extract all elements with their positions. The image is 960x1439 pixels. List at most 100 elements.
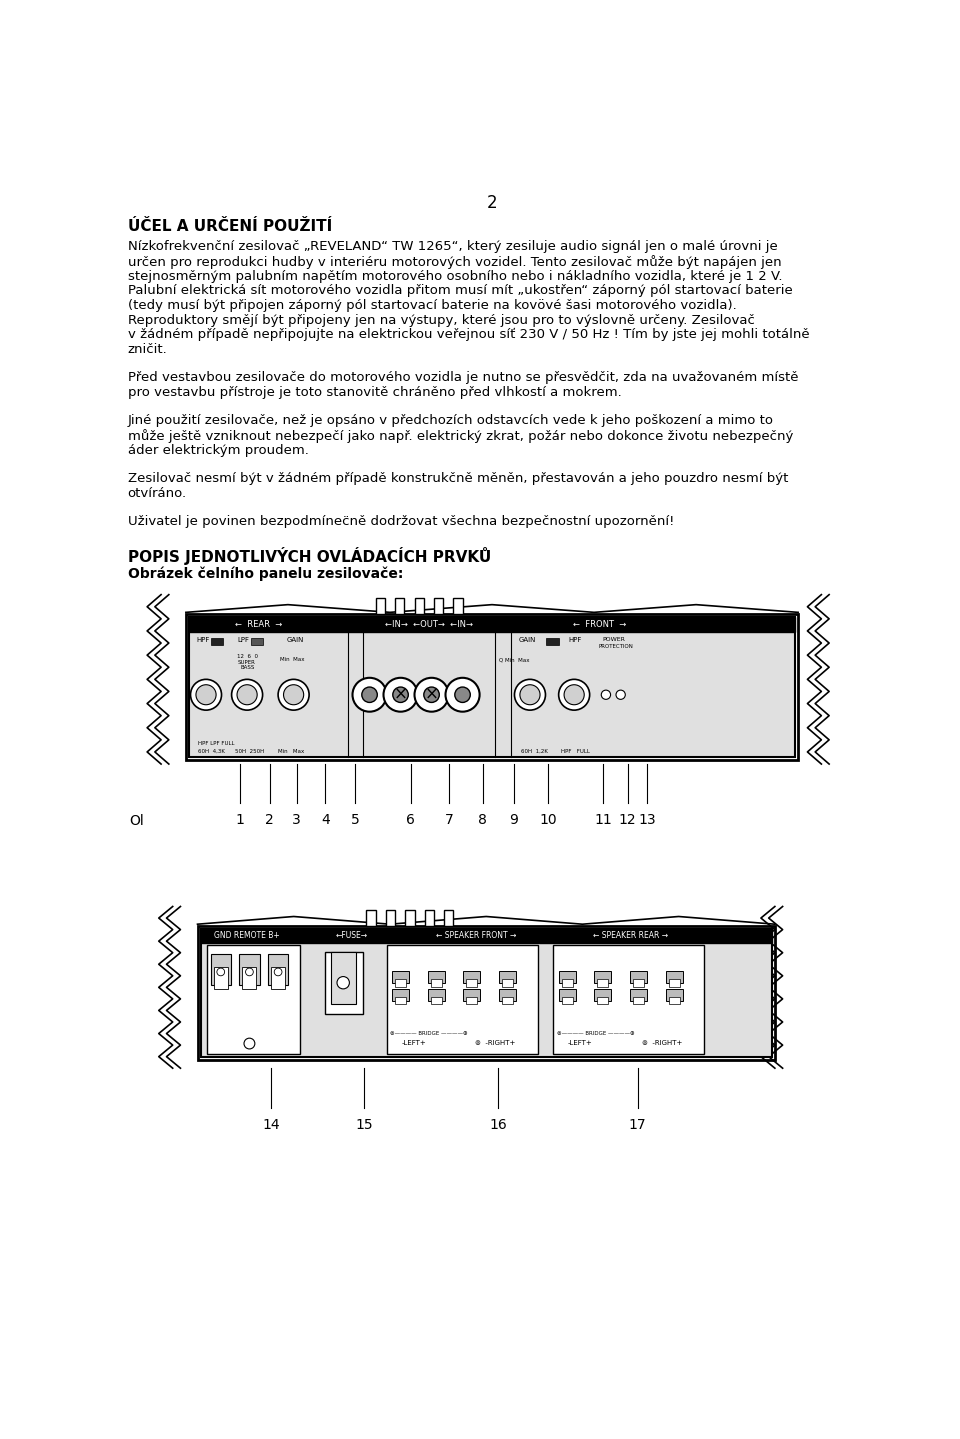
Text: 11: 11 xyxy=(594,813,612,826)
Bar xyxy=(594,971,612,983)
Bar xyxy=(243,967,256,989)
Bar xyxy=(331,953,355,1004)
Text: Obrázek čelního panelu zesilovače:: Obrázek čelního panelu zesilovače: xyxy=(128,566,403,581)
Circle shape xyxy=(455,686,470,702)
Circle shape xyxy=(415,678,448,712)
Circle shape xyxy=(559,679,589,709)
Circle shape xyxy=(283,685,303,705)
Bar xyxy=(665,971,683,983)
Circle shape xyxy=(616,691,625,699)
Bar xyxy=(396,997,406,1004)
Text: HPF LPF FULL: HPF LPF FULL xyxy=(199,741,235,747)
Text: ←  FRONT  →: ← FRONT → xyxy=(573,620,626,629)
Circle shape xyxy=(423,686,440,702)
Polygon shape xyxy=(415,599,423,614)
Text: ×: × xyxy=(394,686,407,704)
Text: -LEFT+: -LEFT+ xyxy=(568,1040,592,1046)
Polygon shape xyxy=(201,928,772,1058)
Circle shape xyxy=(337,977,349,989)
Text: ⊚  -RIGHT+: ⊚ -RIGHT+ xyxy=(475,1040,516,1046)
Bar xyxy=(392,971,409,983)
Bar xyxy=(427,989,444,1002)
Circle shape xyxy=(196,685,216,705)
Bar xyxy=(396,979,406,987)
Text: ⊚———— BRIDGE ————⊕: ⊚———— BRIDGE ————⊕ xyxy=(391,1032,468,1036)
Bar xyxy=(210,637,223,645)
Text: ←  REAR  →: ← REAR → xyxy=(235,620,282,629)
Text: 1: 1 xyxy=(236,813,245,826)
Text: Před vestavbou zesilovače do motorového vozidla je nutno se přesvědčit, zda na u: Před vestavbou zesilovače do motorového … xyxy=(128,371,799,384)
Circle shape xyxy=(520,685,540,705)
Text: BASS: BASS xyxy=(240,665,254,671)
Text: SUPER: SUPER xyxy=(238,661,255,665)
Bar xyxy=(387,945,538,1053)
Text: HPF   FULL: HPF FULL xyxy=(561,750,589,754)
Bar xyxy=(630,989,647,1002)
Polygon shape xyxy=(189,617,795,632)
Text: GAIN: GAIN xyxy=(287,637,304,643)
Text: ← SPEAKER REAR →: ← SPEAKER REAR → xyxy=(593,931,668,940)
Circle shape xyxy=(275,968,282,976)
Bar xyxy=(499,971,516,983)
Text: 5: 5 xyxy=(350,813,359,826)
Bar xyxy=(594,989,612,1002)
Text: 15: 15 xyxy=(355,1118,372,1132)
Text: stejnosměrným palubním napětím motorového osobního nebo i nákladního vozidla, kt: stejnosměrným palubním napětím motorovéh… xyxy=(128,269,782,282)
Circle shape xyxy=(352,678,387,712)
Circle shape xyxy=(217,968,225,976)
Text: Ol: Ol xyxy=(130,814,144,827)
Text: 10: 10 xyxy=(539,813,557,826)
Circle shape xyxy=(244,1038,254,1049)
Text: 60H  1,2K: 60H 1,2K xyxy=(520,750,547,754)
Bar xyxy=(633,979,644,987)
Polygon shape xyxy=(405,911,415,925)
Text: může ještě vzniknout nebezpečí jako např. elektrický zkrat, požár nebo dokonce ž: může ještě vzniknout nebezpečí jako např… xyxy=(128,429,793,443)
Bar xyxy=(597,997,609,1004)
Text: GAIN: GAIN xyxy=(518,637,536,643)
Bar xyxy=(251,637,263,645)
Bar xyxy=(669,997,680,1004)
Circle shape xyxy=(278,679,309,709)
Bar xyxy=(502,997,513,1004)
Text: pro vestavbu přístroje je toto stanovitě chráněno před vlhkostí a mokrem.: pro vestavbu přístroje je toto stanovitě… xyxy=(128,386,621,399)
Text: ←FUSE→: ←FUSE→ xyxy=(336,931,368,940)
Text: ← SPEAKER FRONT →: ← SPEAKER FRONT → xyxy=(436,931,516,940)
Bar xyxy=(553,945,705,1053)
Text: POWER: POWER xyxy=(602,637,625,642)
Polygon shape xyxy=(386,911,396,925)
Polygon shape xyxy=(434,599,444,614)
Circle shape xyxy=(564,685,585,705)
Polygon shape xyxy=(201,928,772,943)
Text: ×: × xyxy=(424,686,439,704)
Bar xyxy=(268,954,288,986)
Bar xyxy=(324,953,363,1013)
Bar xyxy=(210,954,230,986)
Bar xyxy=(392,989,409,1002)
Text: 13: 13 xyxy=(638,813,656,826)
Circle shape xyxy=(231,679,263,709)
Text: -LEFT+: -LEFT+ xyxy=(401,1040,426,1046)
Polygon shape xyxy=(375,599,385,614)
Bar xyxy=(467,979,477,987)
Text: určen pro reprodukci hudby v interiéru motorových vozidel. Tento zesilovač může : určen pro reprodukci hudby v interiéru m… xyxy=(128,255,781,269)
Bar xyxy=(559,989,576,1002)
Text: 12  6  0: 12 6 0 xyxy=(237,653,258,659)
Bar xyxy=(499,989,516,1002)
Text: Min  Max: Min Max xyxy=(280,658,305,662)
Bar xyxy=(562,997,572,1004)
Circle shape xyxy=(237,685,257,705)
Text: 12: 12 xyxy=(619,813,636,826)
Bar xyxy=(431,997,442,1004)
Bar xyxy=(546,637,559,645)
Text: Palubní elektrická sít motorového vozidla přitom musí mít „ukostřen“ záporný pól: Palubní elektrická sít motorového vozidl… xyxy=(128,285,793,298)
Polygon shape xyxy=(444,911,453,925)
Text: ⊚———— BRIDGE ————⊕: ⊚———— BRIDGE ————⊕ xyxy=(557,1032,635,1036)
Bar xyxy=(559,971,576,983)
Text: ⊚  -RIGHT+: ⊚ -RIGHT+ xyxy=(641,1040,682,1046)
Bar xyxy=(597,979,609,987)
Text: Uživatel je povinen bezpodmínec̈ně dodržovat všechna bezpečnostní upozornění!: Uživatel je povinen bezpodmínec̈ně dodrž… xyxy=(128,515,674,528)
Text: v žádném případě nepřipojujte na elektrickou veřejnou síť 230 V / 50 Hz ! Tím by: v žádném případě nepřipojujte na elektri… xyxy=(128,328,809,341)
Circle shape xyxy=(190,679,222,709)
Circle shape xyxy=(515,679,545,709)
Text: 16: 16 xyxy=(490,1118,507,1132)
